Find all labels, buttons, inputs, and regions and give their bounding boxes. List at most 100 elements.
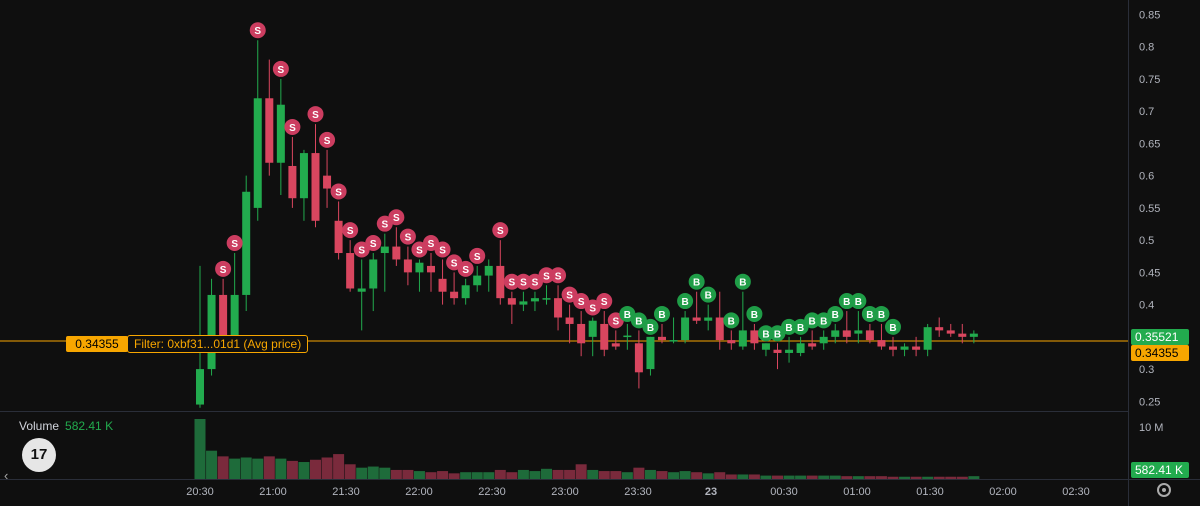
volume-bar <box>633 467 645 479</box>
marker-label: B <box>889 323 896 334</box>
marker-label: S <box>543 271 550 282</box>
price-tick-label: 0.65 <box>1139 138 1160 150</box>
buy-marker <box>873 305 890 322</box>
volume-bar <box>460 472 472 479</box>
candle-body <box>530 298 539 302</box>
volume-bar <box>841 476 853 479</box>
volume-bar <box>691 472 703 479</box>
volume-bar <box>760 475 772 479</box>
sell-marker <box>284 118 301 135</box>
volume-bar <box>783 475 795 479</box>
buy-marker <box>861 305 878 322</box>
volume-bar <box>852 476 864 479</box>
volume-bar <box>471 472 483 479</box>
sell-marker <box>319 131 336 148</box>
volume-bar <box>621 472 633 479</box>
candle-body <box>542 298 551 300</box>
candle-body <box>900 346 909 350</box>
volume-bar <box>679 471 691 479</box>
candle-body <box>785 349 794 353</box>
marker-label: S <box>324 136 331 147</box>
time-tick-label: 22:00 <box>405 486 433 498</box>
filter-avg-price-label[interactable]: Filter: 0xbf31...01d1 (Avg price) <box>127 335 309 353</box>
marker-label: B <box>855 297 862 308</box>
candle-body <box>403 259 412 273</box>
buy-marker <box>654 305 670 322</box>
candle-body <box>554 298 563 318</box>
buy-marker <box>677 293 694 310</box>
marker-label: S <box>393 213 400 224</box>
marker-label: B <box>762 329 769 340</box>
marker-label: B <box>624 310 631 321</box>
marker-label: S <box>358 245 365 256</box>
marker-label: S <box>520 278 527 289</box>
marker-label: S <box>416 245 423 256</box>
volume-bar <box>229 458 241 479</box>
volume-bar <box>333 454 345 479</box>
volume-bar <box>402 469 414 479</box>
volume-bar <box>529 471 541 479</box>
marker-label: B <box>705 291 712 302</box>
volume-legend-value: 582.41 K <box>65 419 114 433</box>
volume-bar <box>379 467 391 479</box>
volume-bar <box>702 473 714 479</box>
buy-marker <box>746 305 763 322</box>
volume-bar <box>644 469 656 479</box>
buy-marker <box>688 273 705 290</box>
buy-marker <box>642 318 659 335</box>
volume-bar <box>448 473 460 479</box>
candle-body <box>334 220 343 254</box>
price-tick-label: 0.7 <box>1139 106 1154 118</box>
volume-bar <box>344 464 356 479</box>
marker-label: B <box>728 316 735 327</box>
candle-body <box>623 335 632 338</box>
candle-body <box>577 323 586 344</box>
time-tick-label: 22:30 <box>478 486 506 498</box>
candle-body <box>796 343 805 353</box>
marker-label: B <box>774 329 781 340</box>
candle-body <box>519 301 528 305</box>
marker-label: B <box>693 278 700 289</box>
marker-label: S <box>589 304 596 315</box>
tradingview-logo-icon[interactable]: 17 <box>22 438 56 472</box>
marker-label: S <box>289 123 296 134</box>
candle-body <box>669 340 678 342</box>
marker-label: S <box>532 278 539 289</box>
buy-marker <box>723 312 740 329</box>
marker-label: S <box>312 110 319 121</box>
marker-label: B <box>739 278 746 289</box>
volume-bar <box>552 469 564 479</box>
candle-body <box>877 340 886 347</box>
volume-bar <box>806 475 818 479</box>
buy-marker <box>757 325 774 342</box>
candle-body <box>369 259 378 289</box>
marker-label: B <box>878 310 885 321</box>
candle-body <box>507 298 516 305</box>
candle-body <box>450 291 459 299</box>
marker-label: S <box>578 297 585 308</box>
scroll-left-icon[interactable]: ‹ <box>4 468 9 483</box>
candle-body <box>288 165 297 199</box>
time-tick-label: 21:30 <box>332 486 360 498</box>
volume-bar <box>772 475 783 479</box>
volume-bar <box>748 474 760 479</box>
candle-body <box>588 320 597 337</box>
volume-bar <box>425 472 437 479</box>
avg-price-right-label: 0.34355 <box>1131 345 1189 361</box>
time-tick-label: 21:00 <box>259 486 287 498</box>
time-tick-label: 23:30 <box>624 486 652 498</box>
price-tick-label: 0.85 <box>1139 9 1160 21</box>
price-tick-label: 0.6 <box>1139 171 1154 183</box>
marker-label: B <box>832 310 839 321</box>
candle-body <box>311 153 320 221</box>
marker-label: S <box>278 65 285 76</box>
time-tick-label: 20:30 <box>186 486 214 498</box>
buy-marker <box>838 293 855 310</box>
volume-bar <box>668 472 680 479</box>
candle-body <box>958 333 967 337</box>
candle-body <box>230 294 239 341</box>
price-tick-label: 0.4 <box>1139 300 1154 312</box>
settings-gear-icon[interactable] <box>1157 483 1171 497</box>
sell-marker <box>365 235 382 252</box>
